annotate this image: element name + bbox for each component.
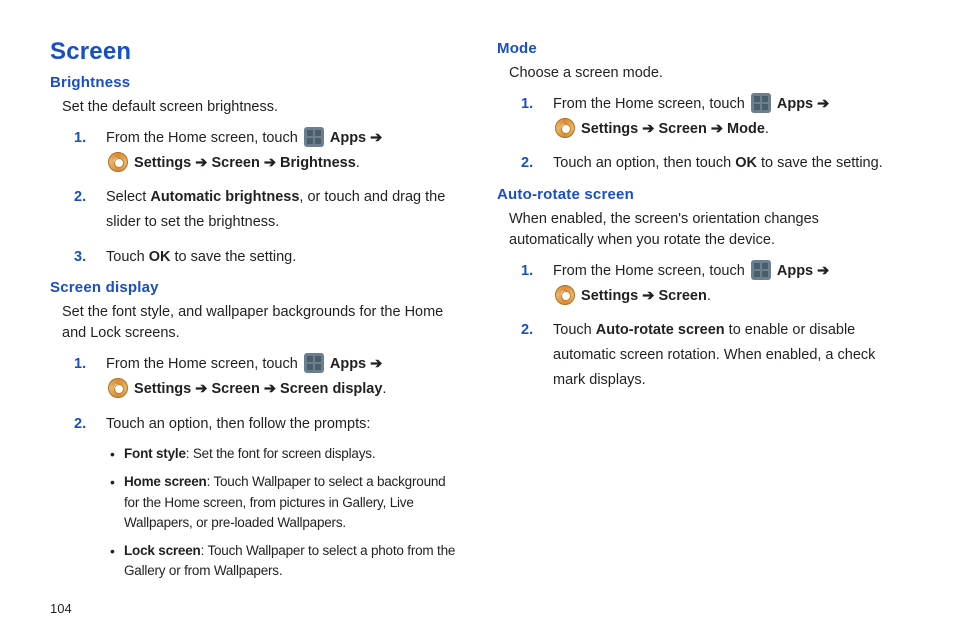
left-column: Screen Brightness Set the default screen…: [50, 38, 457, 592]
settings-icon: [108, 378, 128, 398]
subheading-brightness: Brightness: [50, 74, 457, 91]
subheading-auto-rotate: Auto-rotate screen: [497, 186, 904, 203]
section-heading-screen: Screen: [50, 38, 457, 66]
arrow-icon: ➔: [195, 155, 207, 171]
step-text: From the Home screen, touch: [106, 356, 302, 372]
apps-icon: [304, 127, 324, 147]
screen-label: Screen: [658, 121, 710, 137]
bullet-lock-screen: Lock screen: Touch Wallpaper to select a…: [106, 541, 457, 582]
arrow-icon: ➔: [370, 356, 382, 372]
right-column: Mode Choose a screen mode. 1. From the H…: [497, 38, 904, 592]
step-text: From the Home screen, touch: [553, 263, 749, 279]
page-number: 104: [50, 601, 72, 616]
step-number: 1.: [521, 92, 533, 117]
auto-brightness-label: Automatic brightness: [150, 189, 299, 205]
screen-label: Screen: [211, 381, 263, 397]
settings-icon: [555, 285, 575, 305]
step-number: 1.: [521, 259, 533, 284]
display-step-2: 2. Touch an option, then follow the prom…: [74, 412, 457, 582]
apps-label: Apps: [330, 130, 370, 146]
ok-label: OK: [149, 249, 171, 265]
brightness-label: Brightness: [280, 155, 356, 171]
autorotate-step-1: 1. From the Home screen, touch Apps ➔ Se…: [521, 259, 904, 308]
arrow-icon: ➔: [817, 263, 829, 279]
step-number: 1.: [74, 352, 86, 377]
auto-rotate-label: Auto-rotate screen: [596, 322, 725, 338]
brightness-intro: Set the default screen brightness.: [62, 97, 457, 118]
bullet-text: : Set the font for screen displays.: [186, 446, 376, 461]
apps-icon: [751, 93, 771, 113]
step-number: 3.: [74, 245, 86, 270]
subheading-screen-display: Screen display: [50, 279, 457, 296]
step-text: Touch an option, then follow the prompts…: [106, 416, 370, 432]
autorotate-intro: When enabled, the screen's orientation c…: [509, 209, 904, 251]
bullet-label: Home screen: [124, 474, 207, 489]
settings-label: Settings: [581, 121, 642, 137]
display-bullets: Font style: Set the font for screen disp…: [106, 444, 457, 582]
bullet-font-style: Font style: Set the font for screen disp…: [106, 444, 457, 464]
screen-display-label: Screen display: [280, 381, 382, 397]
apps-label: Apps: [777, 96, 817, 112]
step-text: to save the setting.: [170, 249, 296, 265]
period: .: [382, 381, 386, 397]
settings-label: Settings: [581, 288, 642, 304]
period: .: [356, 155, 360, 171]
subheading-mode: Mode: [497, 40, 904, 57]
arrow-icon: ➔: [264, 155, 276, 171]
display-steps: 1. From the Home screen, touch Apps ➔ Se…: [74, 352, 457, 581]
step-number: 2.: [74, 185, 86, 210]
apps-icon: [304, 353, 324, 373]
mode-intro: Choose a screen mode.: [509, 63, 904, 84]
settings-label: Settings: [134, 381, 195, 397]
mode-step-2: 2. Touch an option, then touch OK to sav…: [521, 151, 904, 176]
bullet-label: Lock screen: [124, 543, 201, 558]
settings-label: Settings: [134, 155, 195, 171]
mode-label: Mode: [727, 121, 765, 137]
step-text: to save the setting.: [757, 155, 883, 171]
apps-label: Apps: [777, 263, 817, 279]
screen-label: Screen: [658, 288, 706, 304]
step-number: 1.: [74, 126, 86, 151]
step-number: 2.: [74, 412, 86, 437]
arrow-icon: ➔: [642, 121, 654, 137]
settings-icon: [555, 118, 575, 138]
step-number: 2.: [521, 318, 533, 343]
step-text: Touch an option, then touch: [553, 155, 735, 171]
arrow-icon: ➔: [711, 121, 723, 137]
brightness-step-3: 3. Touch OK to save the setting.: [74, 245, 457, 270]
mode-steps: 1. From the Home screen, touch Apps ➔ Se…: [521, 92, 904, 176]
bullet-home-screen: Home screen: Touch Wallpaper to select a…: [106, 472, 457, 533]
arrow-icon: ➔: [195, 381, 207, 397]
mode-step-1: 1. From the Home screen, touch Apps ➔ Se…: [521, 92, 904, 141]
ok-label: OK: [735, 155, 757, 171]
step-text: Touch: [106, 249, 149, 265]
brightness-step-1: 1. From the Home screen, touch Apps ➔ Se…: [74, 126, 457, 175]
display-step-1: 1. From the Home screen, touch Apps ➔ Se…: [74, 352, 457, 401]
settings-icon: [108, 152, 128, 172]
apps-icon: [751, 260, 771, 280]
step-text: Touch: [553, 322, 596, 338]
period: .: [765, 121, 769, 137]
page-container: Screen Brightness Set the default screen…: [0, 0, 954, 612]
brightness-step-2: 2. Select Automatic brightness, or touch…: [74, 185, 457, 234]
step-text: From the Home screen, touch: [553, 96, 749, 112]
period: .: [707, 288, 711, 304]
screen-label: Screen: [211, 155, 263, 171]
autorotate-steps: 1. From the Home screen, touch Apps ➔ Se…: [521, 259, 904, 392]
bullet-label: Font style: [124, 446, 186, 461]
apps-label: Apps: [330, 356, 370, 372]
brightness-steps: 1. From the Home screen, touch Apps ➔ Se…: [74, 126, 457, 269]
step-number: 2.: [521, 151, 533, 176]
arrow-icon: ➔: [264, 381, 276, 397]
step-text: Select: [106, 189, 150, 205]
autorotate-step-2: 2. Touch Auto-rotate screen to enable or…: [521, 318, 904, 392]
arrow-icon: ➔: [370, 130, 382, 146]
arrow-icon: ➔: [642, 288, 654, 304]
arrow-icon: ➔: [817, 96, 829, 112]
display-intro: Set the font style, and wallpaper backgr…: [62, 302, 457, 344]
step-text: From the Home screen, touch: [106, 130, 302, 146]
